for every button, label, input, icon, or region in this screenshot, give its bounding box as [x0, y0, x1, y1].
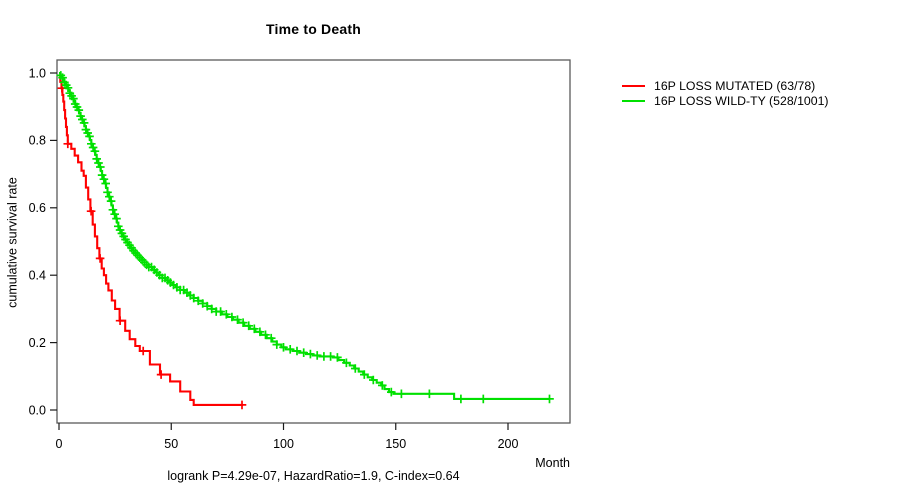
legend-label: 16P LOSS WILD-TY (528/1001)	[654, 93, 829, 108]
censor-mark	[360, 370, 369, 379]
censor-mark	[99, 174, 109, 184]
x-tick-label: 50	[164, 437, 178, 451]
censor-mark	[255, 327, 265, 337]
censor-mark	[227, 312, 237, 322]
censor-mark	[63, 83, 73, 93]
censor-mark	[266, 333, 276, 343]
censor-mark	[261, 330, 270, 340]
censor-mark	[425, 389, 434, 399]
censor-mark	[397, 389, 406, 399]
censor-mark	[306, 349, 315, 359]
censor-mark	[79, 118, 89, 128]
x-axis-label: Month	[535, 456, 570, 470]
censor-mark	[193, 296, 203, 306]
legend-item: 16P LOSS MUTATED (63/78)	[622, 78, 829, 93]
censor-mark	[112, 214, 121, 223]
censor-mark	[299, 348, 308, 357]
y-axis-label: cumulative survival rate	[5, 177, 20, 308]
legend-line-swatch	[622, 84, 645, 87]
x-tick-label: 0	[56, 437, 63, 451]
censor-mark	[97, 170, 107, 180]
censor-mark	[333, 353, 342, 362]
censor-mark	[202, 301, 212, 311]
y-tick-label: 0.6	[29, 201, 46, 215]
censor-mark	[250, 324, 259, 334]
censor-mark	[63, 139, 73, 149]
censor-mark	[106, 196, 116, 206]
y-tick-label: 0.2	[29, 336, 46, 350]
censor-mark	[342, 358, 351, 368]
censor-mark	[387, 387, 396, 397]
censor-mark	[69, 94, 78, 103]
censor-mark	[216, 307, 225, 316]
censor-mark	[279, 343, 288, 352]
stats-caption: logrank P=4.29e-07, HazardRatio=1.9, C-i…	[167, 469, 460, 483]
y-tick-label: 0.8	[29, 134, 46, 148]
chart-title: Time to Death	[266, 21, 361, 37]
legend-item: 16P LOSS WILD-TY (528/1001)	[622, 93, 829, 108]
censor-mark	[95, 254, 105, 263]
censor-mark	[101, 179, 110, 188]
x-tick-label: 200	[498, 437, 519, 451]
censor-mark	[207, 304, 216, 314]
x-tick-label: 100	[273, 437, 294, 451]
censor-mark	[74, 105, 84, 115]
legend-line-swatch	[622, 99, 645, 102]
censor-mark	[198, 299, 207, 308]
censor-mark	[110, 209, 119, 219]
censor-mark	[189, 293, 198, 303]
censor-mark	[545, 394, 554, 404]
x-tick-label: 150	[385, 437, 406, 451]
censor-mark	[238, 318, 248, 327]
censor-mark	[351, 364, 360, 373]
censor-mark	[326, 352, 335, 361]
censor-mark	[456, 394, 466, 404]
plot-frame	[56, 59, 571, 424]
censor-mark	[105, 192, 114, 201]
censor-mark	[108, 205, 118, 215]
y-tick-label: 0.0	[29, 403, 46, 417]
y-tick-label: 0.4	[29, 269, 46, 283]
censor-mark	[103, 188, 112, 197]
censor-mark	[378, 381, 387, 390]
censor-mark	[58, 73, 67, 82]
censor-mark	[138, 346, 148, 356]
censor-mark	[96, 162, 105, 172]
censor-mark	[312, 351, 322, 360]
censor-mark	[90, 146, 100, 156]
censor-mark	[86, 206, 96, 216]
censor-mark	[92, 154, 101, 164]
legend-label: 16P LOSS MUTATED (63/78)	[654, 78, 816, 93]
censor-mark	[115, 316, 125, 325]
censor-mark	[292, 346, 302, 356]
censor-mark	[94, 158, 103, 168]
censor-mark	[222, 310, 231, 319]
censor-mark	[85, 132, 94, 141]
legend: 16P LOSS MUTATED (63/78) 16P LOSS WILD-TY…	[622, 78, 829, 108]
censor-mark	[272, 340, 282, 349]
censor-mark	[237, 400, 247, 410]
censor-mark	[233, 315, 242, 324]
censor-mark	[369, 375, 378, 385]
censor-mark	[156, 370, 166, 379]
censor-mark	[244, 321, 253, 331]
censor-mark	[479, 394, 488, 404]
y-tick-label: 1.0	[29, 66, 46, 80]
censor-mark	[285, 345, 295, 354]
